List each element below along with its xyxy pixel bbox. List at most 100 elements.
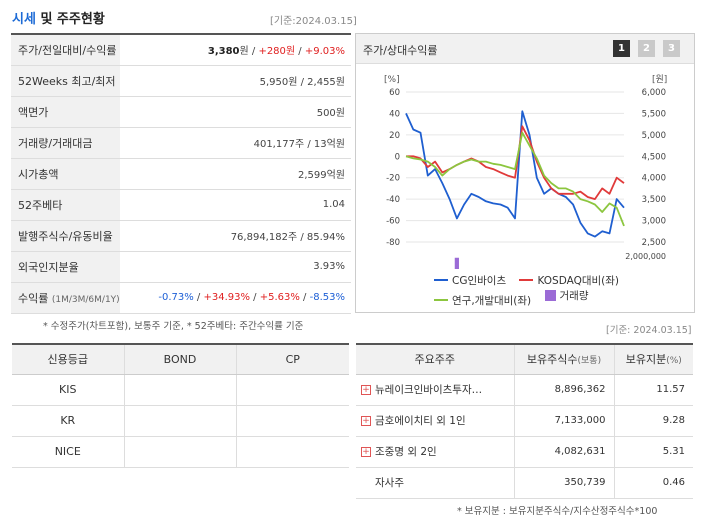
legend-swatch xyxy=(544,290,556,301)
chart-legend-row2: 연구,개발대비(좌) 거래량 xyxy=(434,288,674,308)
chart-tab-1[interactable]: 1 xyxy=(613,40,630,57)
right-tick-label: 2,500 xyxy=(642,238,666,248)
right-tick-label: 3,500 xyxy=(642,195,666,205)
section-title-accent: 시세 xyxy=(12,12,36,27)
chart-tab-2[interactable]: 2 xyxy=(638,40,655,57)
holder-row: + 조중명 외 2인 4,082,631 5.31 xyxy=(356,436,693,468)
holder-row: + 금호에이치티 외 1인 7,133,000 9.28 xyxy=(356,405,693,437)
right-tick-label: 4,000 xyxy=(642,174,666,184)
holder-shares: 7,133,000 xyxy=(513,405,614,437)
legend-item-kosdaq: KOSDAQ대비(좌) xyxy=(519,273,619,288)
left-axis-unit: [%] xyxy=(384,75,400,85)
series-line-3 xyxy=(405,131,625,227)
holders-ref-date: [기준: 2024.03.15] xyxy=(606,325,692,336)
legend-label: KOSDAQ대비(좌) xyxy=(537,274,620,287)
header-unit: (%) xyxy=(666,356,682,367)
shares-label: 발행주식수/유동비율 xyxy=(11,219,120,252)
legend-item-rnd: 연구,개발대비(좌) xyxy=(434,293,531,308)
holder-shares: 350,739 xyxy=(513,467,614,499)
credit-header: BOND xyxy=(123,343,236,375)
return-1y: -8.53% xyxy=(309,292,345,303)
returns-periods: (1M/3M/6M/1Y) xyxy=(51,294,120,305)
foreign-value: 3.93% xyxy=(119,250,351,283)
holders-header-ratio: 보유지분(%) xyxy=(613,343,693,375)
separator: / xyxy=(193,292,204,303)
credit-agency: KIS xyxy=(12,374,124,406)
holder-ratio: 0.46 xyxy=(613,467,693,499)
price-unit: 원 xyxy=(239,46,249,58)
left-tick-label: -60 xyxy=(386,217,400,227)
return-6m: +5.63% xyxy=(259,292,300,303)
header-text: 보유주식수 xyxy=(526,353,578,367)
market-cap-value: 2,599억원 xyxy=(119,157,351,190)
price-table: 주가/전일대비/수익률 3,380원 / +280원 / +9.03% 52We… xyxy=(11,33,351,314)
credit-table: 신용등급 BOND CP KIS KR NICE xyxy=(12,343,349,468)
credit-bond xyxy=(123,374,236,406)
foreign-row: 외국인지분율 3.93% xyxy=(11,250,351,283)
holders-footnote: * 보유지분 : 보유지분주식수/지수산정주식수*100 xyxy=(457,506,658,517)
left-tick-label: -20 xyxy=(386,174,400,184)
beta-row: 52주베타 1.04 xyxy=(11,188,351,221)
holder-ratio: 11.57 xyxy=(613,374,693,406)
holder-name[interactable]: 금호에이치티 외 1인 xyxy=(375,415,466,427)
right-tick-label: 3,000 xyxy=(642,217,666,227)
chart-legend: CG인바이츠 KOSDAQ대비(좌) xyxy=(434,272,674,288)
legend-item-volume: 거래량 xyxy=(544,288,588,303)
price-chart: [%] [원] 60 40 20 0 -20 -40 -60 -80 6,000 5,500 5,000… xyxy=(384,74,667,269)
series-line-2 xyxy=(406,125,625,201)
holder-shares: 4,082,631 xyxy=(513,436,614,468)
legend-label: CG인바이츠 xyxy=(452,274,507,287)
credit-cp xyxy=(235,436,349,468)
chart-tab-3[interactable]: 3 xyxy=(663,40,680,57)
beta-label: 52주베타 xyxy=(11,188,120,221)
price-ref-date: [기준:2024.03.15] xyxy=(270,16,357,27)
holders-header-shares: 보유주식수(보통) xyxy=(513,343,614,375)
returns-row: 수익률 (1M/3M/6M/1Y) -0.73% / +34.93% / +5.… xyxy=(11,281,351,314)
right-tick-label: 5,500 xyxy=(642,109,666,119)
holder-name-cell: + 조중명 외 2인 xyxy=(356,436,514,468)
par-value-value: 500원 xyxy=(119,95,351,128)
legend-item-company: CG인바이츠 xyxy=(434,273,506,288)
separator: / xyxy=(295,46,305,58)
returns-label: 수익률 (1M/3M/6M/1Y) xyxy=(11,281,120,314)
par-value-row: 액면가 500원 xyxy=(11,95,351,128)
return-3m: +34.93% xyxy=(203,292,250,303)
price-rate: +9.03% xyxy=(304,46,345,58)
holder-name-cell: + 뉴레이크인바이츠투자… xyxy=(356,374,514,406)
holder-name-cell: + 금호에이치티 외 1인 xyxy=(356,405,514,437)
right-tick-label: 4,500 xyxy=(642,152,666,162)
52week-value: 5,950원 / 2,455원 xyxy=(119,64,351,97)
current-price: 3,380 xyxy=(207,46,240,58)
returns-label-text: 수익률 xyxy=(18,291,49,305)
left-tick-label: 20 xyxy=(389,131,400,141)
holder-name[interactable]: 조중명 외 2인 xyxy=(375,446,437,458)
holder-row: + 뉴레이크인바이츠투자… 8,896,362 11.57 xyxy=(356,374,693,406)
credit-header-row: 신용등급 BOND CP xyxy=(12,343,349,375)
legend-swatch xyxy=(519,279,534,281)
credit-bond xyxy=(123,405,236,437)
expand-plus-icon[interactable]: + xyxy=(361,384,371,395)
separator: / xyxy=(248,46,259,58)
returns-value: -0.73% / +34.93% / +5.63% / -8.53% xyxy=(119,281,351,314)
credit-header: CP xyxy=(235,343,349,375)
right-tick-label: 6,000 xyxy=(642,88,666,98)
expand-plus-icon[interactable]: + xyxy=(361,415,371,426)
left-tick-label: -40 xyxy=(386,195,400,205)
credit-agency: KR xyxy=(12,405,124,437)
holder-row: 자사주 350,739 0.46 xyxy=(356,467,693,499)
separator: / xyxy=(249,292,260,303)
left-tick-label: 0 xyxy=(395,152,400,162)
return-1m: -0.73% xyxy=(158,292,194,303)
holder-name[interactable]: 뉴레이크인바이츠투자… xyxy=(375,384,483,396)
credit-cp xyxy=(235,374,349,406)
market-cap-row: 시가총액 2,599억원 xyxy=(11,157,351,190)
header-text: 보유지분 xyxy=(625,353,667,367)
expand-plus-icon[interactable]: + xyxy=(361,446,371,457)
holder-shares: 8,896,362 xyxy=(513,374,614,406)
chart-title: 주가/상대수익률 xyxy=(363,44,438,57)
price-row: 주가/전일대비/수익률 3,380원 / +280원 / +9.03% xyxy=(11,33,351,66)
legend-swatch xyxy=(434,299,448,301)
price-label: 주가/전일대비/수익률 xyxy=(11,33,120,66)
separator: / xyxy=(299,292,310,303)
holder-name: 자사주 xyxy=(375,477,404,489)
